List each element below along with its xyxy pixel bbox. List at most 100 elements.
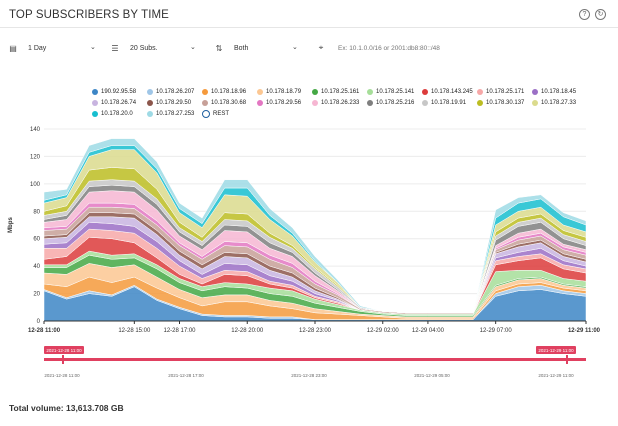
navigator-tick-label: 2021-12-28 11:00 xyxy=(44,373,80,378)
top-select[interactable]: ☰ 20 Subs. ⌄ xyxy=(110,40,195,56)
legend-label: 10.178.26.207 xyxy=(156,88,195,95)
legend-label: 10.178.18.96 xyxy=(211,88,247,95)
header-icons: ? ↻ xyxy=(579,9,606,20)
navigator-tick-label: 2021-12-29 11:00 xyxy=(538,373,574,378)
legend-label: 10.178.25.141 xyxy=(376,88,415,95)
legend-label: 10.178.25.216 xyxy=(376,99,415,106)
help-circle-icon[interactable]: ? xyxy=(579,9,590,20)
legend-row: 10.178.20.0 10.178.27.253 REST xyxy=(92,108,592,119)
legend-item[interactable]: 10.178.25.216 xyxy=(367,99,422,106)
start-flag-label: 2021-12-28 11:00 xyxy=(46,348,82,353)
legend-item[interactable]: 10.178.30.68 xyxy=(202,99,257,106)
legend-label: 10.178.26.74 xyxy=(101,99,137,106)
chevron-down-icon: ⌄ xyxy=(292,44,298,51)
calendar-icon: ▤ xyxy=(9,43,17,53)
legend-row: 190.92.95.58 10.178.26.207 10.178.18.96 10.… xyxy=(92,86,592,97)
legend-item[interactable]: 10.178.18.96 xyxy=(202,88,257,95)
navigator-tick-label: 2021-12-28 23:00 xyxy=(291,373,327,378)
legend-label: 190.92.95.58 xyxy=(101,88,137,95)
legend-item[interactable]: 10.178.26.207 xyxy=(147,88,202,95)
start-flag xyxy=(44,346,84,354)
legend-item[interactable]: 10.178.20.0 xyxy=(92,110,147,117)
legend-label: 10.178.18.79 xyxy=(266,88,302,95)
range-bar[interactable] xyxy=(44,358,586,361)
end-flag xyxy=(536,346,576,354)
end-flag-label: 2021-12-29 11:00 xyxy=(538,348,574,353)
legend-label: 10.178.30.137 xyxy=(486,99,525,106)
y-tick-label: 40 xyxy=(33,264,40,270)
legend-swatch xyxy=(92,88,98,95)
legend-item[interactable]: 10.178.25.171 xyxy=(477,88,532,95)
sort-arrows-icon: ⇅ xyxy=(215,43,223,53)
legend-swatch xyxy=(202,88,208,95)
total-volume: Total volume: 13,613.708 GB xyxy=(9,403,124,413)
legend-swatch xyxy=(532,88,538,95)
range-handle-start[interactable] xyxy=(62,355,64,364)
legend-swatch xyxy=(367,88,373,95)
legend-swatch xyxy=(477,88,483,95)
legend-label: 10.178.20.0 xyxy=(101,110,133,117)
location-pin-icon: ⌖ xyxy=(318,43,324,52)
legend-item[interactable]: 190.92.95.58 xyxy=(92,88,147,95)
header-divider xyxy=(0,27,618,28)
y-axis-label: Mbps xyxy=(8,217,14,233)
legend-item[interactable]: 10.178.29.56 xyxy=(257,99,312,106)
legend-item[interactable]: 10.178.27.33 xyxy=(532,99,577,106)
direction-value: Both xyxy=(234,44,249,52)
x-tick-label: 12-28 17:00 xyxy=(163,328,196,334)
legend-item[interactable]: 10.178.25.141 xyxy=(367,88,422,95)
chevron-down-icon: ⌄ xyxy=(90,44,96,51)
refresh-icon[interactable]: ↻ xyxy=(595,9,606,20)
legend-item[interactable]: 10.178.27.253 xyxy=(147,110,202,117)
series-area[interactable] xyxy=(43,138,587,314)
x-tick-label: 12-28 15:00 xyxy=(118,328,151,334)
filter-field[interactable]: ⌖ xyxy=(316,40,490,56)
navigator-tick-label: 2021-12-29 05:00 xyxy=(414,373,450,378)
legend-item[interactable]: 10.178.26.233 xyxy=(312,99,367,106)
x-tick-label: 12-28 23:00 xyxy=(299,328,332,334)
legend-swatch xyxy=(147,110,153,117)
period-value: 1 Day xyxy=(28,44,47,52)
legend-label: 10.178.26.233 xyxy=(321,99,360,106)
y-tick-label: 80 xyxy=(33,209,40,215)
y-tick-label: 100 xyxy=(30,182,41,188)
legend-item[interactable]: REST xyxy=(202,109,257,118)
legend-item[interactable]: 10.178.19.91 xyxy=(422,99,477,106)
legend-swatch xyxy=(202,109,210,118)
legend-swatch xyxy=(147,88,153,95)
legend-swatch xyxy=(367,99,373,106)
legend-swatch xyxy=(92,99,98,106)
legend-item[interactable]: 10.178.143.245 xyxy=(422,88,477,95)
legend-swatch xyxy=(92,110,98,117)
legend-swatch xyxy=(422,99,428,106)
top-value: 20 Subs. xyxy=(130,44,158,52)
stacked-area-chart: 0 20 40 60 80 100 120 140 Mbps 12-28 11:00 12-28 1… xyxy=(8,127,601,334)
filter-input[interactable] xyxy=(336,43,490,53)
legend-item[interactable]: 10.178.26.74 xyxy=(92,99,147,106)
legend-swatch xyxy=(257,88,263,95)
period-select[interactable]: ▤ 1 Day ⌄ xyxy=(8,40,96,56)
x-tick-label: 12-28 20:00 xyxy=(231,328,264,334)
legend-swatch xyxy=(532,99,538,106)
chevron-down-icon: ⌄ xyxy=(190,44,196,51)
legend-label: REST xyxy=(213,110,230,117)
x-tick-label: 12-29 11:00 xyxy=(568,328,601,334)
y-tick-label: 0 xyxy=(37,319,41,325)
legend-item[interactable]: 10.178.29.50 xyxy=(147,99,202,106)
time-navigator[interactable]: 2021-12-28 11:00 2021-12-29 11:00 2021-12-… xyxy=(0,340,618,382)
legend-item[interactable]: 10.178.25.161 xyxy=(312,88,367,95)
range-handle-end[interactable] xyxy=(566,355,568,364)
legend-label: 10.178.27.33 xyxy=(541,99,577,106)
legend-swatch xyxy=(422,88,428,95)
y-tick-label: 20 xyxy=(33,292,40,298)
x-tick-label: 12-29 04:00 xyxy=(412,328,445,334)
chart-legend: 190.92.95.58 10.178.26.207 10.178.18.96 10.… xyxy=(92,86,592,119)
x-tick-label: 12-28 11:00 xyxy=(28,328,61,334)
x-tick-label: 12-29 07:00 xyxy=(480,328,513,334)
legend-item[interactable]: 10.178.30.137 xyxy=(477,99,532,106)
legend-item[interactable]: 10.178.18.79 xyxy=(257,88,312,95)
legend-item[interactable]: 10.178.18.45 xyxy=(532,88,576,95)
y-tick-label: 60 xyxy=(33,237,40,243)
direction-select[interactable]: ⇅ Both ⌄ xyxy=(214,40,298,56)
legend-label: 10.178.29.50 xyxy=(156,99,192,106)
